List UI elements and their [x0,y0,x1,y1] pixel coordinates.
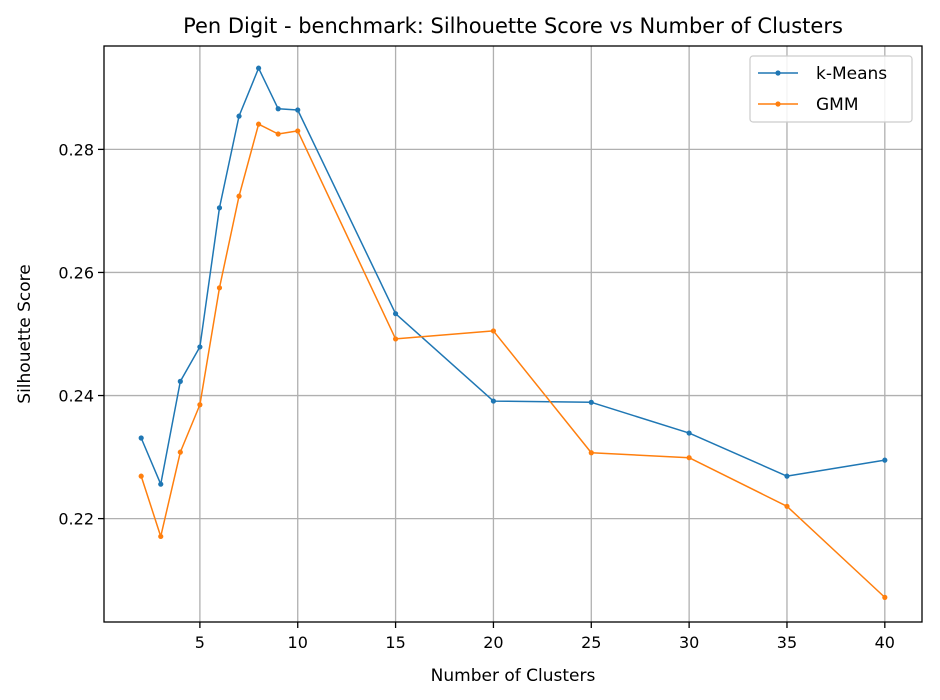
data-point-k-means [784,473,790,479]
chart-title: Pen Digit - benchmark: Silhouette Score … [183,14,843,38]
y-tick-label: 0.26 [58,263,94,282]
legend: k-Means GMM [749,55,913,123]
x-tick-label: 25 [581,633,601,652]
x-tick-label: 40 [875,633,895,652]
data-point-k-means [686,430,692,436]
data-point-k-means [138,435,144,441]
data-point-gmm [216,285,223,291]
legend-marker-gmm [775,101,781,107]
data-point-gmm [588,450,594,456]
legend-label-gmm: GMM [816,95,859,115]
data-point-gmm [236,193,242,199]
data-point-gmm [784,503,790,509]
series-layer [138,65,888,600]
legend-marker-kmeans [775,70,781,76]
data-point-k-means [197,344,203,350]
x-tick-label: 15 [385,633,405,652]
data-point-gmm [392,336,399,342]
data-point-gmm [275,131,281,137]
data-point-gmm [158,533,164,540]
y-axis-label: Silhouette Score [15,264,35,403]
data-point-k-means [588,399,594,405]
grid [104,46,922,622]
x-tick-label: 35 [777,633,797,652]
data-point-gmm [255,121,262,127]
data-point-k-means [490,398,497,404]
data-point-gmm [295,128,301,134]
data-point-k-means [392,311,399,317]
data-point-gmm [882,594,888,600]
data-point-gmm [177,449,183,455]
legend-label-kmeans: k-Means [816,64,887,84]
data-point-k-means [158,481,164,487]
y-tick-label: 0.22 [58,510,94,529]
data-point-k-means [295,107,301,113]
y-axis: 0.22 0.24 0.26 0.28 [58,140,104,529]
x-axis-label: Number of Clusters [431,666,596,686]
y-tick-label: 0.28 [58,140,94,159]
x-tick-label: 10 [288,633,308,652]
data-point-k-means [255,65,262,71]
data-point-k-means [216,205,223,211]
data-point-gmm [490,328,497,334]
x-tick-label: 20 [483,633,503,652]
x-axis: 5 10 15 20 25 30 35 40 [195,622,895,652]
data-point-k-means [275,106,281,112]
data-point-gmm [686,455,692,461]
y-tick-label: 0.24 [58,387,94,406]
data-point-gmm [197,402,203,408]
data-point-k-means [236,113,242,119]
data-point-k-means [177,378,183,384]
data-point-gmm [138,473,144,479]
plot-frame [103,45,923,623]
x-tick-label: 30 [679,633,699,652]
data-point-k-means [882,457,888,463]
x-tick-label: 5 [195,633,205,652]
